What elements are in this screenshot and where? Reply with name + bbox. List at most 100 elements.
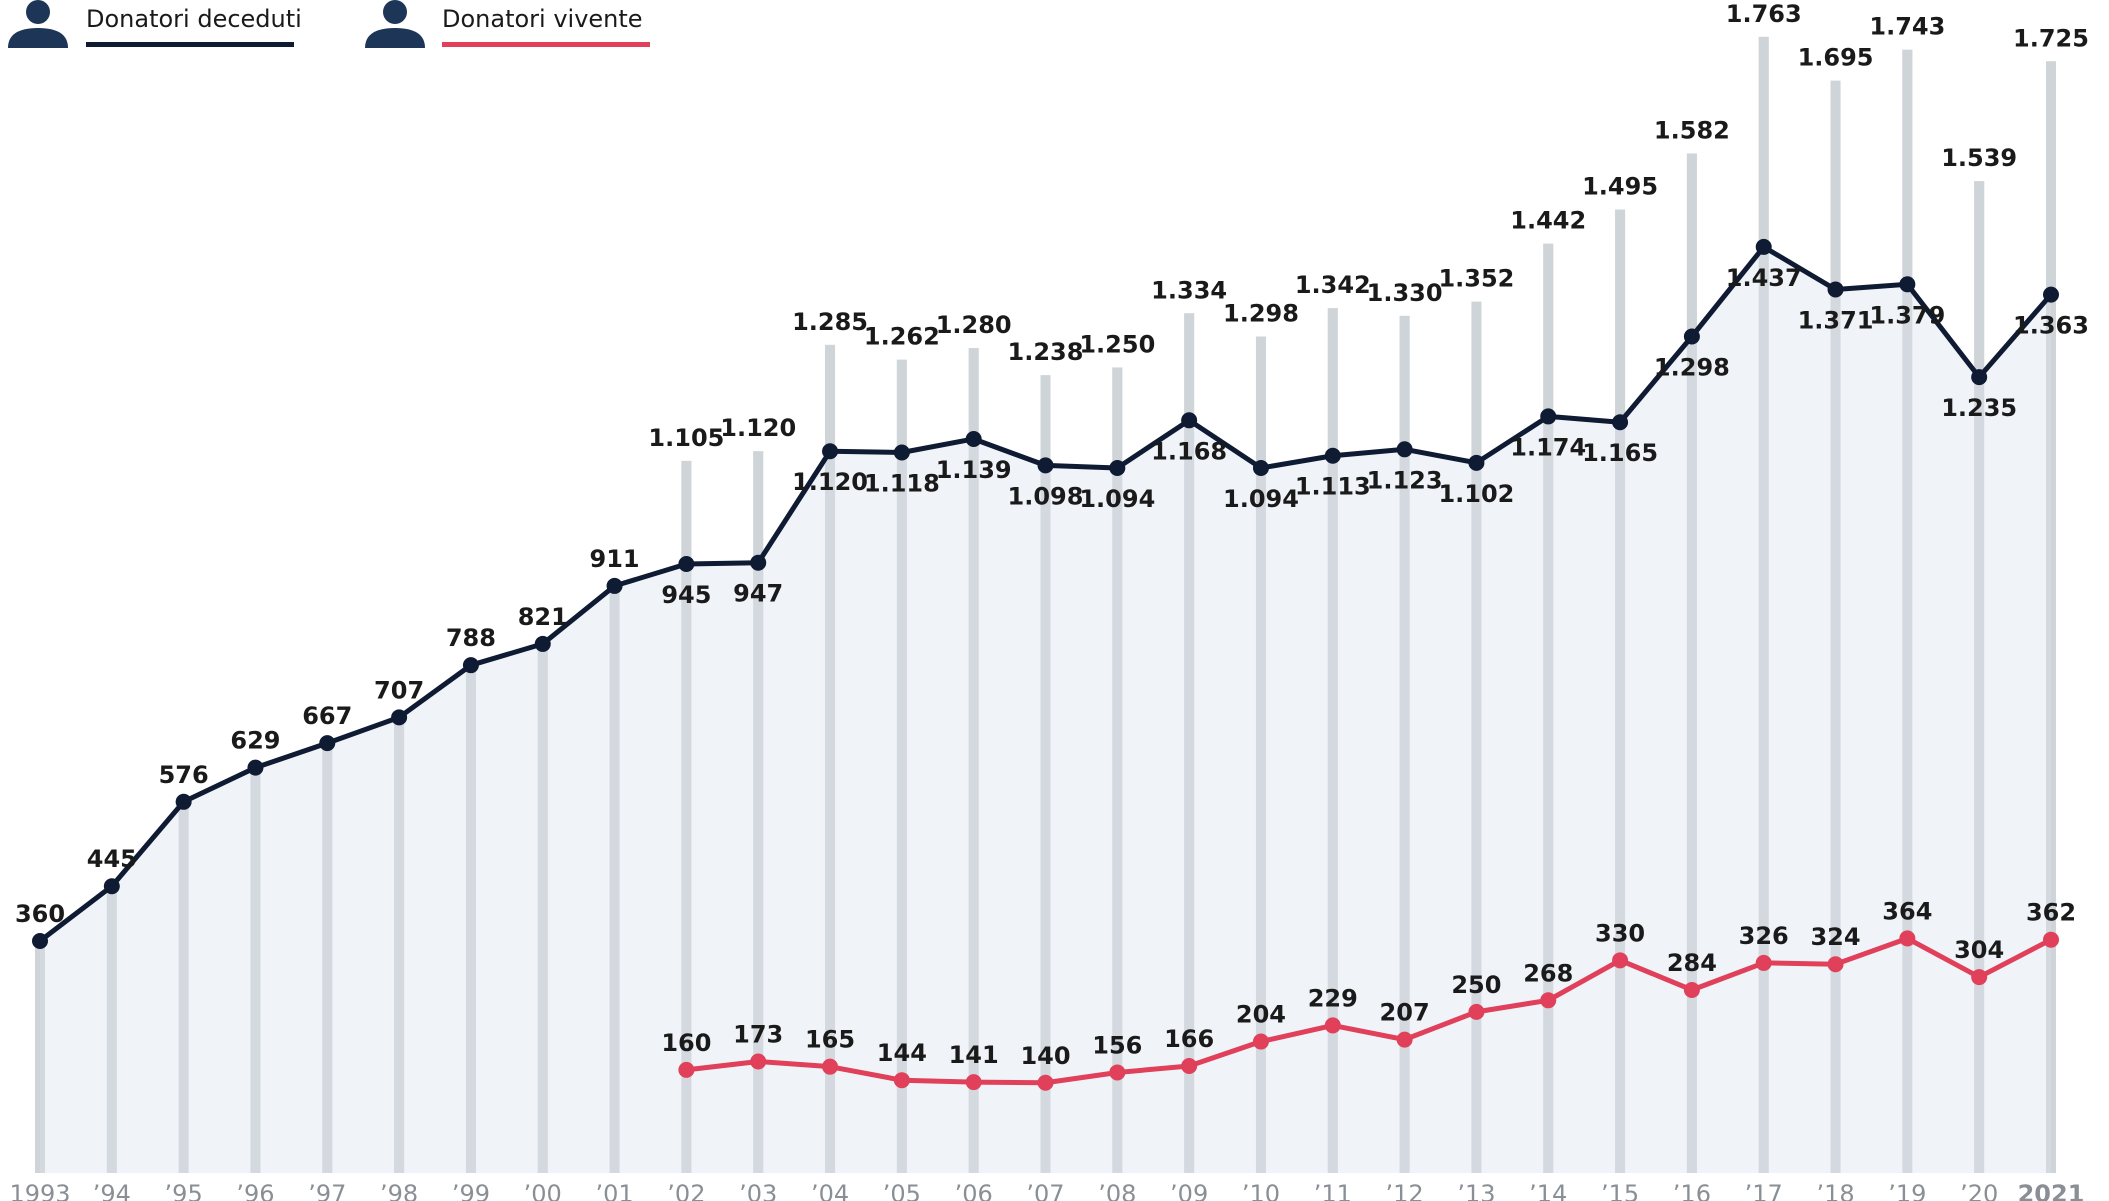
x-tick-label: ’11 (1314, 1180, 1352, 1201)
point (1612, 952, 1629, 969)
data-label: 1.285 (792, 308, 868, 336)
bar-overlay (2046, 61, 2056, 1173)
point (1037, 457, 1054, 474)
data-label: 911 (590, 545, 640, 573)
x-tick-label: ’14 (1529, 1180, 1567, 1201)
data-label: 1.174 (1510, 433, 1586, 461)
data-label: 144 (877, 1039, 927, 1067)
point (103, 878, 120, 895)
x-tick-label: ’98 (380, 1180, 418, 1201)
point (1540, 408, 1557, 425)
bar-overlay (250, 767, 261, 1173)
data-label: 1.495 (1582, 173, 1658, 201)
data-label: 250 (1451, 971, 1501, 999)
bar-overlay (178, 801, 189, 1173)
data-label: 1.743 (1869, 13, 1945, 41)
bar-overlay (968, 348, 979, 1174)
data-label: 1.442 (1510, 207, 1586, 235)
x-tick-label: ’09 (1170, 1180, 1208, 1201)
data-label: 364 (1882, 897, 1932, 925)
data-label: 268 (1523, 959, 1573, 987)
data-label: 1.437 (1726, 264, 1802, 292)
data-label: 1.371 (1798, 306, 1874, 334)
data-label: 140 (1020, 1042, 1070, 1070)
point (606, 577, 623, 594)
data-label: 1.582 (1654, 116, 1730, 144)
legend-swatch (86, 42, 294, 47)
bar-overlay (394, 717, 405, 1173)
x-tick-label: 1993 (9, 1180, 70, 1201)
data-label: 1.098 (1008, 482, 1084, 510)
x-tick-label: ’00 (524, 1180, 562, 1201)
bar-overlay (1399, 315, 1410, 1173)
data-label: 326 (1739, 922, 1789, 950)
point (2043, 931, 2059, 948)
data-label: 1.280 (936, 311, 1012, 339)
data-label: 1.168 (1151, 437, 1227, 465)
point (1252, 459, 1269, 476)
data-label: 1.298 (1223, 300, 1299, 328)
point (1396, 441, 1413, 458)
point (1468, 1003, 1485, 1020)
point (1612, 414, 1629, 431)
point (1324, 447, 1341, 464)
point (1324, 1017, 1341, 1034)
bar-overlay (1327, 308, 1338, 1174)
data-label: 1.113 (1295, 473, 1371, 501)
point (1971, 969, 1988, 986)
data-label: 204 (1236, 1001, 1286, 1029)
bar-overlay (1040, 375, 1051, 1174)
point (1109, 1064, 1126, 1081)
data-label: 173 (733, 1021, 783, 1049)
point (462, 657, 479, 674)
point (893, 444, 910, 461)
data-label: 1.763 (1726, 0, 1802, 28)
bar-overlay (1112, 367, 1123, 1173)
point (1037, 1074, 1054, 1091)
x-tick-label: ’13 (1457, 1180, 1495, 1201)
data-label: 1.250 (1079, 330, 1155, 358)
point (750, 1053, 767, 1070)
point (1827, 956, 1844, 973)
data-label: 1.363 (2013, 312, 2089, 340)
data-label: 160 (661, 1029, 711, 1057)
bar-overlay (1471, 301, 1482, 1173)
data-label: 821 (518, 603, 568, 631)
data-label: 629 (230, 727, 280, 755)
point (1899, 930, 1916, 947)
data-label: 1.102 (1438, 480, 1514, 508)
data-label: 229 (1308, 984, 1358, 1012)
bar-overlay (1686, 153, 1697, 1173)
point (1252, 1033, 1269, 1050)
point (319, 735, 336, 752)
bar-overlay (1830, 80, 1841, 1174)
data-label: 1.342 (1295, 271, 1371, 299)
data-label: 1.379 (1869, 301, 1945, 329)
point (1181, 412, 1198, 429)
x-tick-label: ’02 (667, 1180, 705, 1201)
bar-overlay (1615, 209, 1626, 1174)
data-label: 945 (661, 581, 711, 609)
x-tick-label: 2021 (2018, 1180, 2085, 1201)
bar-overlay (35, 941, 45, 1173)
point (1755, 954, 1772, 971)
data-label: 667 (302, 702, 352, 730)
x-tick-label: ’20 (1960, 1180, 1998, 1201)
data-label: 207 (1380, 999, 1430, 1027)
x-tick-label: ’16 (1673, 1180, 1711, 1201)
data-label: 362 (2026, 899, 2076, 927)
point (1683, 328, 1700, 345)
x-tick-label: ’95 (165, 1180, 203, 1201)
legend: Donatori deceduti Donatori vivente (8, 0, 650, 48)
data-label: 1.094 (1223, 485, 1299, 513)
point (678, 1061, 695, 1078)
x-tick-label: ’05 (883, 1180, 921, 1201)
point (893, 1072, 910, 1089)
data-label: 156 (1092, 1031, 1142, 1059)
bar-overlay (609, 585, 620, 1173)
x-tick-label: ’06 (955, 1180, 993, 1201)
legend-icon (365, 0, 425, 48)
x-tick-label: ’96 (236, 1180, 274, 1201)
data-label: 1.139 (936, 456, 1012, 484)
